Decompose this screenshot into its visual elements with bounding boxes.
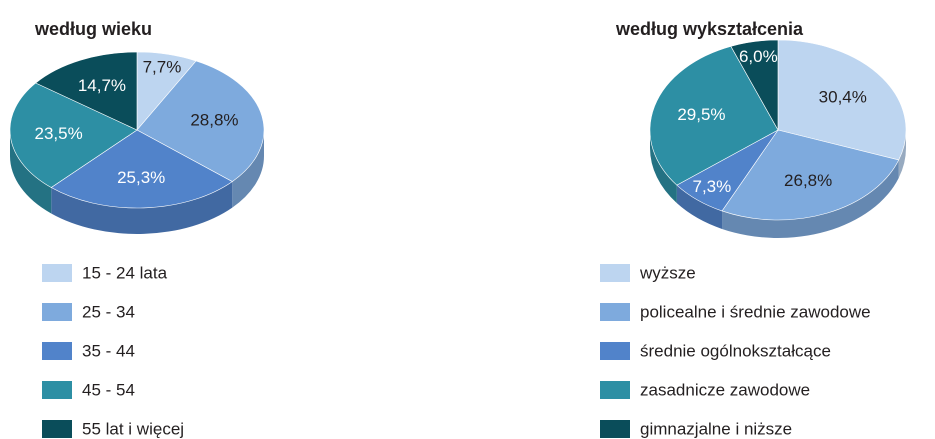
- slice: [649, 45, 779, 186]
- legend-swatch: [600, 420, 630, 438]
- slice-side: [650, 130, 677, 204]
- slice-side: [232, 130, 264, 208]
- legend-swatch: [600, 342, 630, 360]
- chart-title: według wykształcenia: [615, 19, 804, 39]
- slice: [721, 129, 900, 221]
- legend-label: średnie ogólnokształcące: [640, 341, 831, 360]
- legend-swatch: [600, 381, 630, 399]
- legend-label: wyższe: [639, 263, 696, 282]
- slice: [730, 39, 779, 132]
- value-label: 26,8%: [784, 171, 832, 190]
- value-label: 28,8%: [190, 111, 238, 130]
- slice: [777, 39, 907, 161]
- slice: [35, 51, 138, 131]
- legend-label: policealne i średnie zawodowe: [640, 302, 871, 321]
- legend-label: zasadnicze zawodowe: [640, 380, 810, 399]
- legend-label: gimnazjalne i niższe: [640, 419, 792, 438]
- value-label: 6,0%: [739, 47, 778, 66]
- slice-side: [722, 159, 899, 238]
- value-label: 30,4%: [819, 87, 867, 106]
- value-label: 29,5%: [677, 105, 725, 124]
- value-label: 7,3%: [692, 177, 731, 196]
- legend-label: 25 - 34: [82, 302, 135, 321]
- slice: [136, 60, 265, 182]
- slice-side: [676, 185, 723, 229]
- legend-label: 45 - 54: [82, 380, 135, 399]
- value-label: 25,3%: [117, 168, 165, 187]
- slice: [50, 129, 233, 209]
- value-label: 23,5%: [34, 124, 82, 143]
- legend-swatch: [600, 264, 630, 282]
- slice-side: [10, 130, 52, 214]
- slice-side: [51, 181, 233, 234]
- slice-side: [898, 130, 906, 178]
- legend-swatch: [42, 381, 72, 399]
- legend-label: 55 lat i więcej: [82, 419, 184, 438]
- legend-swatch: [42, 342, 72, 360]
- legend-swatch: [600, 303, 630, 321]
- value-label: 7,7%: [143, 57, 182, 76]
- legend-swatch: [42, 264, 72, 282]
- legend-swatch: [42, 303, 72, 321]
- slice: [9, 82, 138, 188]
- legend-label: 35 - 44: [82, 341, 135, 360]
- legend-swatch: [42, 420, 72, 438]
- legend-label: 15 - 24 lata: [82, 263, 168, 282]
- chart-title: według wieku: [34, 19, 152, 39]
- value-label: 14,7%: [78, 76, 126, 95]
